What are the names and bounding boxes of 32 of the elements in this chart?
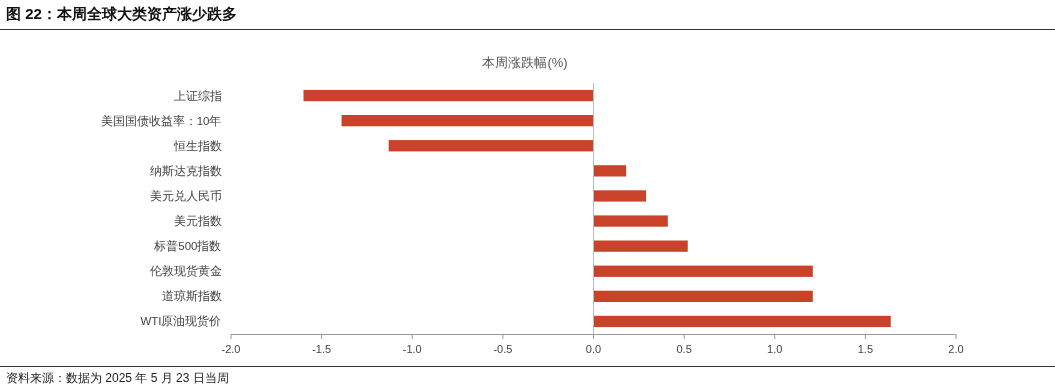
x-tick-label: 2.0 [948,343,964,355]
bar [593,240,688,252]
y-tick-label: 上证综指 [173,88,222,102]
x-tick-label: -1.5 [312,343,332,355]
y-tick-label: WTI原油现货价 [140,315,222,329]
bar [303,89,594,102]
chart-title: 图 22：本周全球大类资产涨少跌多 [6,5,237,22]
chart-subtitle: 本周涨跌幅(%) [482,55,568,70]
bar [593,290,813,302]
y-tick-label: 恒生指数 [172,139,222,152]
y-tick-label: 纳斯达克指数 [149,164,222,177]
x-tick-label: -2.0 [221,343,241,355]
x-tick-label: -1.0 [402,343,422,355]
text: 资料来源：数据为 2025 年 5 月 23 日当周 [6,371,229,385]
bar [341,115,594,127]
x-tick-label: 0.0 [585,343,602,355]
y-tick-label: 伦敦现货黄金 [149,265,222,279]
y-tick-label: 标普500指数 [153,239,222,253]
x-tick-label: 0.5 [676,343,692,355]
y-tick-label: 美国国债收益率：10年 [100,113,222,127]
bar [593,190,647,202]
y-tick-label: 道琼斯指数 [161,289,222,303]
bar [593,165,627,177]
x-tick-label: -0.5 [493,343,513,355]
x-tick-label: 1.0 [767,343,783,355]
x-tick-label: 1.5 [857,343,874,355]
bar [388,140,594,152]
y-tick-label: 美元指数 [173,214,222,228]
bar [593,315,891,328]
y-tick-label: 美元兑人民币 [149,188,222,202]
bar [593,265,813,277]
bar [593,215,668,227]
